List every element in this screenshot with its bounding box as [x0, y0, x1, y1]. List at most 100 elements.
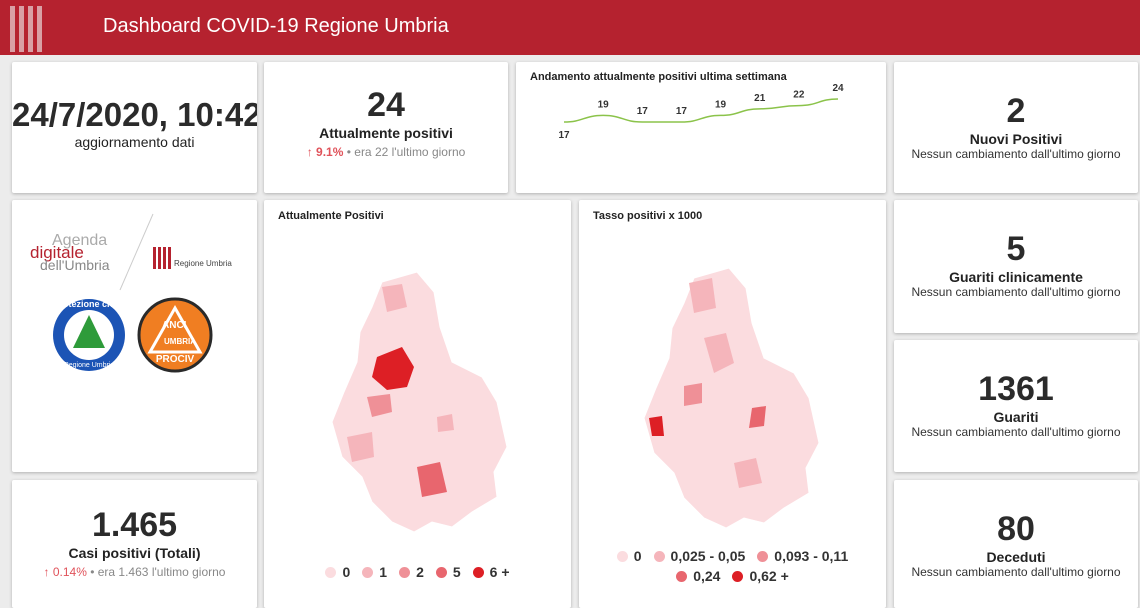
- positivi-change-row: ↑ 9.1% • era 22 l'ultimo giorno: [306, 145, 466, 159]
- header-logo: [10, 6, 42, 52]
- trend-label: 19: [598, 99, 610, 110]
- legend-item: 0,62 +: [732, 568, 789, 584]
- map-area: [417, 462, 447, 497]
- guariti-clin-value: 5: [1006, 230, 1026, 268]
- header: Dashboard COVID-19 Regione Umbria: [0, 0, 1140, 55]
- map-positivi: [331, 271, 508, 533]
- anci-1: ANCI: [162, 320, 187, 331]
- update-label: aggiornamento dati: [74, 134, 195, 150]
- nuovi-card: 2 Nuovi Positivi Nessun cambiamento dall…: [894, 62, 1138, 193]
- legend-swatch: [435, 567, 447, 578]
- guariti-card: 1361 Guariti Nessun cambiamento dall'ult…: [894, 340, 1138, 472]
- guariti-label: Guariti: [993, 409, 1039, 425]
- legend-swatch: [676, 571, 688, 582]
- map-area: [684, 383, 702, 406]
- map-area: [372, 347, 414, 390]
- casi-previous: era 1.463: [97, 565, 149, 579]
- regione-icon: [153, 247, 171, 269]
- legend-label: 0,025 - 0,05: [670, 548, 746, 564]
- protezione-tree: [73, 315, 105, 348]
- guariti-clin-card: 5 Guariti clinicamente Nessun cambiament…: [894, 200, 1138, 333]
- arrow-up: ↑: [306, 145, 317, 159]
- guariti-note: Nessun cambiamento dall'ultimo giorno: [911, 425, 1121, 439]
- map-positivi-title: Attualmente Positivi: [278, 210, 384, 222]
- map-area: [689, 278, 716, 313]
- legend-swatch: [399, 567, 411, 578]
- positivi-value: 24: [367, 86, 405, 124]
- legend-label: 0: [342, 564, 351, 580]
- nuovi-value: 2: [1006, 92, 1026, 130]
- legend-swatch: [757, 551, 769, 562]
- trend-chart: 17 19 17 17 19 21 22 24: [558, 83, 844, 141]
- guariti-clin-note: Nessun cambiamento dall'ultimo giorno: [911, 285, 1121, 299]
- trend-label: 21: [754, 93, 766, 104]
- legend-label: 2: [416, 564, 424, 580]
- trend-label: 22: [793, 90, 805, 101]
- legend-swatch: [616, 551, 628, 562]
- map-area: [367, 394, 392, 417]
- trend-label: 17: [637, 106, 649, 117]
- legend-swatch: [472, 567, 484, 578]
- positivi-card: 24 Attualmente positivi ↑ 9.1% • era 22 …: [264, 62, 508, 193]
- protezione-text: Protezione civile: [53, 299, 124, 309]
- positivi-change: 9.1%: [316, 145, 344, 159]
- legend-label: 6 +: [489, 564, 510, 580]
- legend-swatch: [325, 567, 337, 578]
- trend-card: Andamento attualmente positivi ultima se…: [516, 62, 886, 193]
- anci-2: UMBRIA: [164, 337, 196, 346]
- legend-item: 5: [435, 564, 461, 580]
- legend: 0 1 2 5 6 +: [264, 564, 571, 584]
- map-tasso: [643, 267, 820, 529]
- anci-triangle: [147, 304, 203, 354]
- positivi-previous: era 22: [354, 145, 389, 159]
- deceduti-label: Deceduti: [986, 549, 1046, 565]
- update-value: 24/7/2020, 10:42: [12, 96, 257, 133]
- positivi-period: l'ultimo giorno: [391, 145, 466, 159]
- legend-item: 0,24: [676, 568, 720, 584]
- casi-label: Casi positivi (Totali): [68, 545, 201, 561]
- map-area: [749, 406, 766, 428]
- legend-item: 0,093 - 0,11: [757, 548, 848, 564]
- arrow-up: ↑: [43, 565, 53, 579]
- regione-text: Regione Umbria: [174, 259, 232, 268]
- legend-item: 0: [616, 548, 642, 564]
- legend-swatch: [732, 571, 744, 582]
- deceduti-value: 80: [997, 510, 1035, 548]
- logos-card: Agenda digitale dell'Umbria Regione Umbr…: [12, 200, 257, 472]
- trend-label: 24: [832, 83, 844, 94]
- legend-item: 6 +: [472, 564, 510, 580]
- map-area: [382, 284, 407, 312]
- map-area: [649, 416, 664, 436]
- map-tasso-card: Tasso positivi x 1000 0 0,025 - 0,05 0,093…: [579, 200, 886, 608]
- nuovi-label: Nuovi Positivi: [969, 131, 1063, 147]
- trend-label: 19: [715, 99, 727, 110]
- map-area: [704, 333, 734, 373]
- casi-period: l'ultimo giorno: [151, 565, 226, 579]
- update-card: 24/7/2020, 10:42 aggiornamento dati: [12, 62, 257, 193]
- legend-swatch: [653, 551, 665, 562]
- casi-change-row: ↑ 0.14% • era 1.463 l'ultimo giorno: [43, 565, 226, 579]
- legend-item: 0: [325, 564, 350, 580]
- legend-label: 0,093 - 0,11: [774, 548, 849, 564]
- trend-line: [563, 98, 839, 123]
- legend-label: 0: [633, 548, 642, 564]
- deceduti-card: 80 Deceduti Nessun cambiamento dall'ulti…: [894, 480, 1138, 608]
- protezione-sub: Regione Umbria: [64, 362, 115, 369]
- agenda-3: dell'Umbria: [40, 257, 110, 273]
- legend-label: 0,24: [693, 568, 721, 584]
- guariti-clin-label: Guariti clinicamente: [949, 269, 1083, 285]
- trend-title: Andamento attualmente positivi ultima se…: [530, 71, 787, 83]
- legend-label: 1: [379, 564, 388, 580]
- legend-item: 2: [399, 564, 424, 580]
- map-area: [437, 414, 454, 432]
- trend-label: 17: [676, 106, 688, 117]
- header-title: Dashboard COVID-19 Regione Umbria: [103, 15, 449, 37]
- anci-3: PROCIV: [156, 354, 195, 365]
- trend-label: 17: [558, 130, 570, 141]
- legend: 0 0,025 - 0,05 0,093 - 0,11 0,24 0,62 +: [579, 548, 886, 588]
- agenda-2: digitale: [30, 243, 84, 262]
- legend-item: 0,025 - 0,05: [653, 548, 746, 564]
- casi-value: 1.465: [91, 506, 178, 544]
- legend-label: 5: [452, 564, 461, 580]
